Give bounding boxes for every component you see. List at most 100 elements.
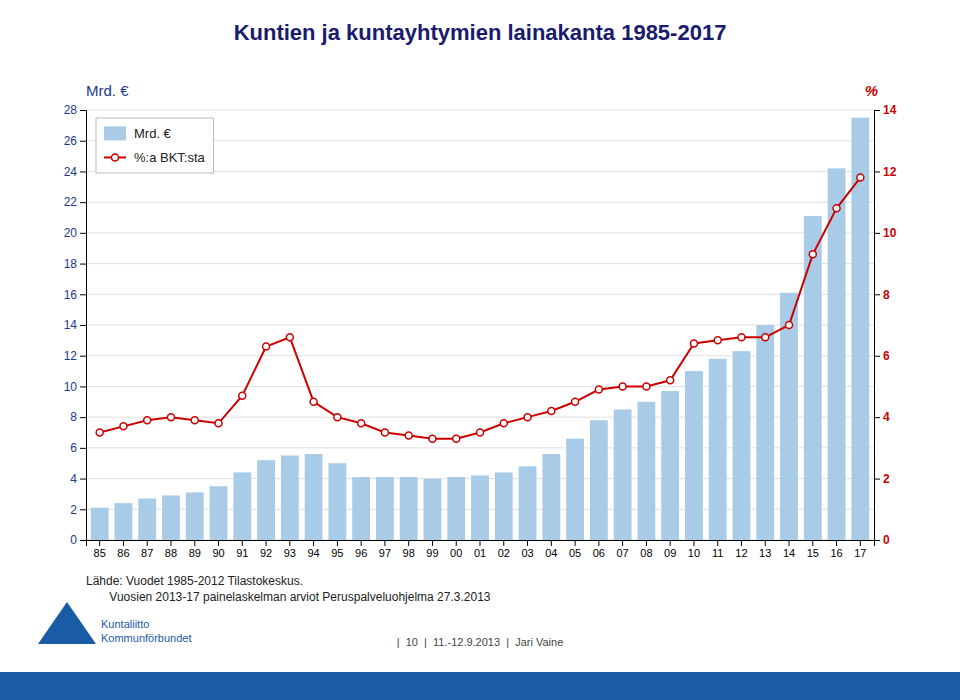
tick: 11 <box>712 540 723 559</box>
tick-mark <box>456 540 457 546</box>
tick-mark <box>80 294 86 295</box>
tick: 96 <box>355 540 367 559</box>
line-marker <box>191 417 198 424</box>
line-marker <box>548 408 555 415</box>
tick-label: 99 <box>426 547 438 559</box>
line-marker <box>809 251 816 258</box>
bar <box>115 503 133 540</box>
tick-mark <box>123 540 124 546</box>
tick-label: 20 <box>64 226 78 240</box>
tick-label: 4 <box>883 410 890 424</box>
tick-label: 12 <box>735 547 747 559</box>
tick: 02 <box>498 540 510 559</box>
line-marker <box>120 423 127 430</box>
tick-label: 6 <box>883 349 890 363</box>
tick: 89 <box>189 540 201 559</box>
tick: 13 <box>759 540 771 559</box>
tick: 99 <box>426 540 438 559</box>
tick-mark <box>741 540 742 546</box>
tick: 10 <box>64 380 86 394</box>
tick-mark <box>480 540 481 546</box>
tick-label: 95 <box>331 547 343 559</box>
line-marker <box>667 377 674 384</box>
line-marker <box>144 417 151 424</box>
tick-label: 14 <box>64 318 78 332</box>
axis-line <box>80 111 87 541</box>
tick-mark <box>80 325 86 326</box>
tick-mark <box>874 171 880 172</box>
legend-swatch <box>104 126 126 140</box>
tick-label: 28 <box>64 103 78 117</box>
bar <box>328 463 346 540</box>
tick: 92 <box>260 540 272 559</box>
line-marker <box>714 337 721 344</box>
tick-label: 97 <box>379 547 391 559</box>
tick-mark <box>646 540 647 546</box>
tick-mark <box>836 540 837 546</box>
tick: 6 <box>70 441 86 455</box>
tick: 17 <box>854 540 866 559</box>
tick-mark <box>170 540 171 546</box>
tick-label: 04 <box>545 547 557 559</box>
source-text: Vuosien 2013-17 painelaskelman arviot Pe… <box>86 590 491 604</box>
grid-line <box>86 294 874 295</box>
tick-label: 15 <box>807 547 819 559</box>
tick-label: 10 <box>688 547 700 559</box>
tick-label: 22 <box>64 195 78 209</box>
bar <box>614 409 632 540</box>
tick: 26 <box>64 134 86 148</box>
tick-label: 85 <box>94 547 106 559</box>
bar-series <box>91 118 869 540</box>
line-marker <box>405 432 412 439</box>
tick-label: 90 <box>212 547 224 559</box>
bar <box>519 466 537 540</box>
bar <box>257 460 275 540</box>
tick: 16 <box>64 288 86 302</box>
tick: 2 <box>70 503 86 517</box>
tick-mark <box>575 540 576 546</box>
tick-label: 98 <box>403 547 415 559</box>
tick-mark <box>80 509 86 510</box>
line-marker <box>263 343 270 350</box>
tick-mark <box>337 540 338 546</box>
logo-text: KuntaliittoKommunförbundet <box>101 618 192 644</box>
text-line: Kuntaliitto <box>101 618 149 630</box>
tick-label: 0 <box>883 533 890 547</box>
bar <box>352 477 370 540</box>
tick-label: 6 <box>70 441 77 455</box>
tick: 08 <box>640 540 652 559</box>
line-marker <box>500 420 507 427</box>
tick: 86 <box>117 540 129 559</box>
tick-mark <box>598 540 599 546</box>
bar <box>495 472 513 540</box>
grid-line <box>86 202 874 203</box>
tick: 4 <box>70 472 86 486</box>
tick: 15 <box>807 540 819 559</box>
tick: 07 <box>616 540 628 559</box>
grid-line <box>86 447 874 448</box>
line-marker <box>643 383 650 390</box>
line-marker <box>239 392 246 399</box>
tick-mark <box>99 540 100 546</box>
bar <box>233 472 251 540</box>
tick: 85 <box>94 540 106 559</box>
bar <box>756 325 774 540</box>
grid-line <box>86 386 874 387</box>
line-marker <box>167 414 174 421</box>
legend-items: Mrd. €%:a BKT:sta <box>104 126 206 165</box>
tick-label: 14 <box>883 103 897 117</box>
line-marker <box>619 383 626 390</box>
line-marker <box>524 414 531 421</box>
tick-mark <box>717 540 718 546</box>
line-marker <box>857 174 864 181</box>
tick-mark <box>622 540 623 546</box>
tick: 14 <box>64 318 86 332</box>
tick: 98 <box>403 540 415 559</box>
line-marker <box>453 435 460 442</box>
tick-mark <box>384 540 385 546</box>
tick-mark <box>789 540 790 546</box>
tick-mark <box>80 417 86 418</box>
tick-mark <box>80 540 86 541</box>
tick-label: 87 <box>141 547 153 559</box>
bar <box>138 499 156 540</box>
